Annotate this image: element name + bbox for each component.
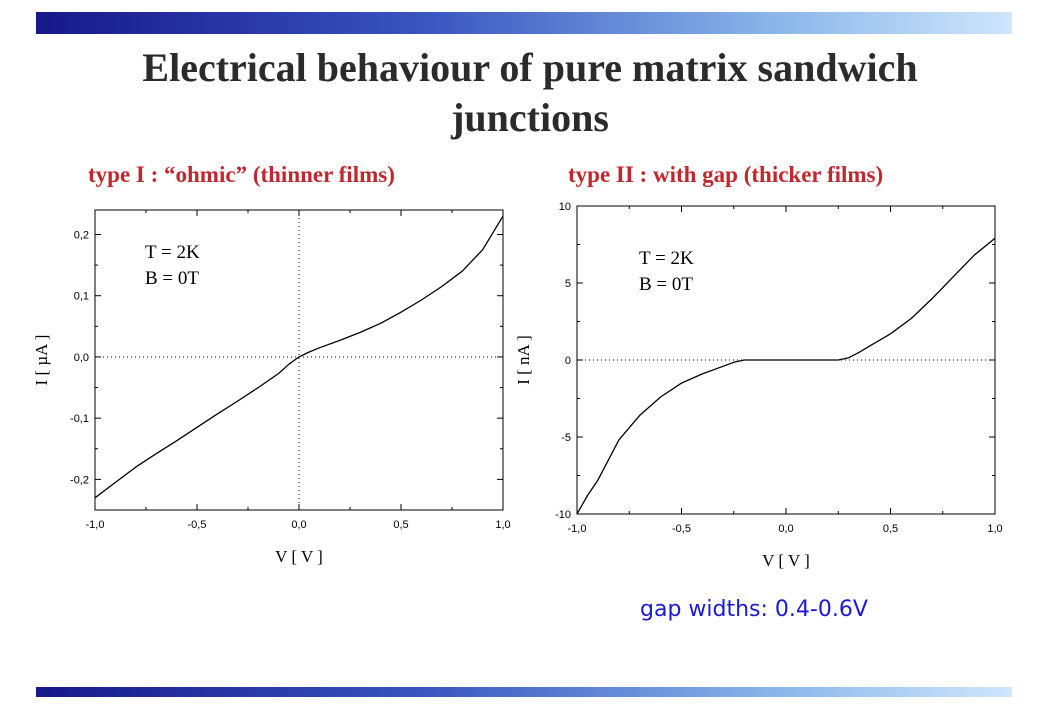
chart-1-x-tick-label: 0,0 [291,519,306,531]
chart-2-x-axis-label: V [ V ] [762,551,810,570]
chart-1-annotation: B = 0T [145,268,199,289]
chart-2-annotation: T = 2K [639,248,694,269]
chart-2-x-tick-label: -1,0 [568,523,587,535]
chart-1-y-tick-label: 0,1 [74,291,89,303]
chart-1-x-tick-label: 1,0 [495,519,510,531]
chart-2-x-tick-label: 0,0 [778,523,793,535]
gap-widths-note: gap widths: 0.4-0.6V [640,597,868,622]
chart-1-x-tick-label: -1,0 [86,519,105,531]
chart-1-iv-curve [94,215,504,499]
chart-2-x-tick-label: 1,0 [987,523,1002,535]
chart-2-subtitle: type II : with gap (thicker films) [568,162,884,187]
chart-1-annotation: T = 2K [145,242,200,263]
chart-2-y-tick-label: 0 [565,355,571,367]
slide-title-line-1: Electrical behaviour of pure matrix sand… [142,45,918,90]
chart-2-y-tick-label: 10 [559,201,571,213]
chart-2-x-tick-label: 0,5 [883,523,898,535]
chart-1-y-tick-label: 0,2 [74,229,89,241]
header-gradient-bar [36,12,1012,34]
chart-1-y-axis-label: I [ µA ] [32,335,51,386]
slide-title-line-2: junctions [451,95,609,140]
chart-2-y-tick-label: -10 [555,509,571,521]
chart-1-x-tick-label: 0,5 [393,519,408,531]
chart-1-y-tick-label: 0,0 [74,352,89,364]
chart-1-ohmic: -1,0 -0,5 0,0 0,5 1,0 -0,2 -0,1 0,0 0,1 0,2 T = 2K… [32,209,511,566]
chart-1-subtitle: type I : “ohmic” (thinner films) [88,162,395,187]
chart-2-x-tick-label: -0,5 [672,523,691,535]
chart-1-y-tick-label: -0,2 [70,474,89,486]
chart-2-iv-curve [576,237,996,515]
chart-1-x-tick-label: -0,5 [188,519,207,531]
chart-2-y-tick-label: -5 [561,432,571,444]
footer-gradient-bar [36,687,1012,697]
chart-1-y-tick-label: -0,1 [70,413,89,425]
chart-2-annotation: B = 0T [639,274,693,295]
chart-2-y-axis-label: I [ nA ] [515,335,533,385]
chart-1-x-axis-label: V [ V ] [275,547,323,566]
chart-2-gap: -1,0 -0,5 0,0 0,5 1,0 -10 -5 0 5 10 T = 2K B = 0T V … [515,201,1003,570]
chart-2-y-tick-label: 5 [565,278,571,290]
